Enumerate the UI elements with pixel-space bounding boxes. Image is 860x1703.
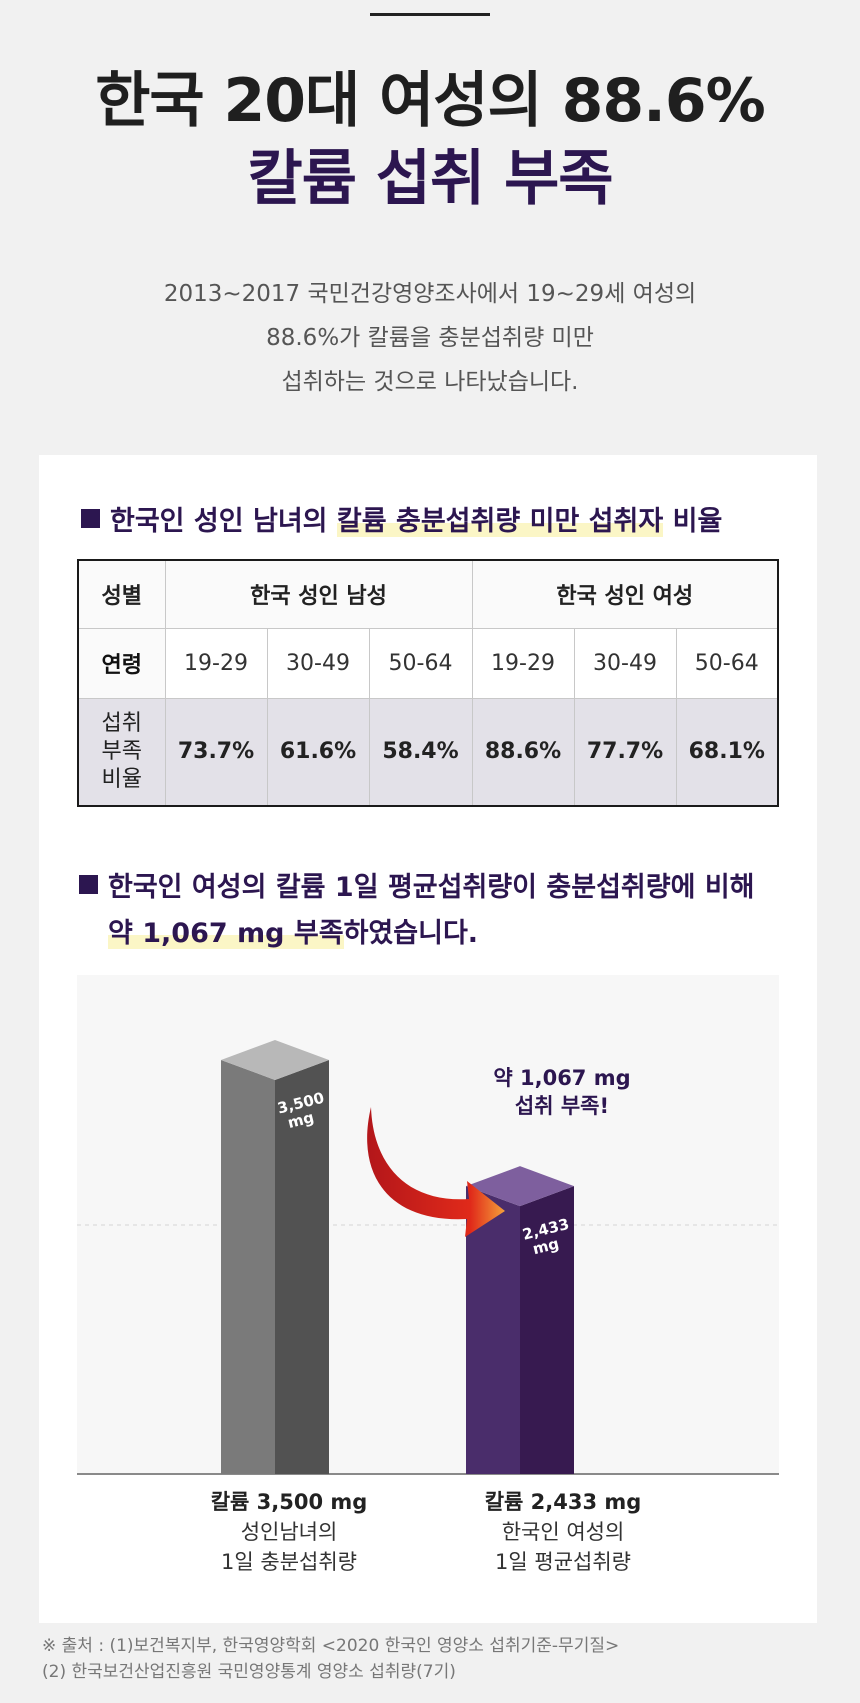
hero-title-line2: 칼륨 섭취 부족 [247,144,614,214]
age-cell: 30-49 [573,627,677,699]
top-divider [370,13,490,16]
section1-heading-pre: 한국인 성인 남녀의 [110,506,337,537]
bar-1-top-face [221,1039,329,1080]
bar-1-front-face [221,1059,275,1474]
source-line2: (2) 한국보건산업진흥원 국민영양통계 영양소 섭취량(7기) [42,1662,456,1682]
annotation-line1: 약 1,067 mg [493,1066,630,1090]
header-sex: 성별 [77,559,166,629]
section1-heading-highlight: 칼륨 충분섭취량 미만 섭취자 [336,506,664,537]
rate-cell: 61.6% [266,697,370,807]
age-cell: 30-49 [266,627,370,699]
rate-cell: 88.6% [471,697,575,807]
age-cell: 50-64 [675,627,779,699]
hero-title: 한국 20대 여성의 88.6% 칼륨 섭취 부족 [0,62,860,218]
section2-heading: 한국인 여성의 칼륨 1일 평균섭취량이 충분섭취량에 비해 약 1,067 m… [79,865,755,957]
x-label-1-line2: 1일 충분섭취량 [221,1550,357,1574]
intake-deficiency-table: 성별 한국 성인 남성 한국 성인 여성 연령 19-29 30-49 50-6… [77,559,780,807]
header-female-group: 한국 성인 여성 [471,559,779,629]
bar-1-side-face [275,1059,329,1474]
age-cell: 50-64 [368,627,473,699]
row-header-rate: 섭취 부족 비율 [77,697,166,807]
hero-desc-line2: 88.6%가 칼륨을 충분섭취량 미만 [266,325,594,351]
table-age-row: 연령 19-29 30-49 50-64 19-29 30-49 50-64 [77,627,779,699]
row-header-age: 연령 [77,627,166,699]
bar-2-unit-label: mg [531,1234,561,1258]
potassium-bar-chart: 3,500 mg 2,433 mg 약 1,067 mg 섭취 부족! [77,975,779,1475]
x-label-1-value: 칼륨 3,500 mg [210,1490,368,1514]
rate-cell: 58.4% [368,697,473,807]
row-header-rate-line3: 비율 [101,766,142,792]
table-header-row: 성별 한국 성인 남성 한국 성인 여성 [77,559,779,629]
section1-heading-post: 비율 [663,506,723,537]
square-bullet-icon [79,875,98,894]
x-label-1-line1: 성인남녀의 [240,1520,338,1544]
rate-cell: 68.1% [675,697,779,807]
section1-heading: 한국인 성인 남녀의 칼륨 충분섭취량 미만 섭취자 비율 [81,499,722,538]
row-header-rate-line2: 부족 [101,738,142,764]
x-label-2-value: 칼륨 2,433 mg [484,1490,642,1514]
x-label-2: 칼륨 2,433 mg 한국인 여성의 1일 평균섭취량 [433,1487,693,1577]
age-cell: 19-29 [471,627,575,699]
rate-cell: 73.7% [164,697,268,807]
down-arrow-icon [367,1107,505,1237]
table-rate-row: 섭취 부족 비율 73.7% 61.6% 58.4% 88.6% 77.7% 6… [77,697,779,807]
bar-1-unit-label: mg [286,1108,316,1132]
square-bullet-icon [81,509,100,528]
annotation-line2: 섭취 부족! [515,1094,609,1118]
x-label-2-line1: 한국인 여성의 [501,1520,625,1544]
x-label-2-line2: 1일 평균섭취량 [495,1550,631,1574]
hero-description: 2013~2017 국민건강영양조사에서 19~29세 여성의 88.6%가 칼… [0,272,860,404]
bar-2-front-face [466,1186,520,1474]
section2-heading-line1: 한국인 여성의 칼륨 1일 평균섭취량이 충분섭취량에 비해 [108,872,755,903]
hero-title-line1: 한국 20대 여성의 88.6% [95,66,766,136]
hero-desc-line3: 섭취하는 것으로 나타났습니다. [281,369,579,395]
bar-2-top-face [466,1166,574,1207]
age-cell: 19-29 [164,627,268,699]
hero-desc-line1: 2013~2017 국민건강영양조사에서 19~29세 여성의 [163,281,697,307]
rate-cell: 77.7% [573,697,677,807]
section2-heading-highlight: 약 1,067 mg 부족 [108,918,344,949]
source-line1: ※ 출처 : (1)보건복지부, 한국영양학회 <2020 한국인 영양소 섭취… [42,1636,620,1656]
content-panel: 한국인 성인 남녀의 칼륨 충분섭취량 미만 섭취자 비율 성별 한국 성인 남… [39,455,817,1623]
section2-heading-post: 하였습니다. [343,918,479,949]
x-label-1: 칼륨 3,500 mg 성인남녀의 1일 충분섭취량 [159,1487,419,1577]
source-note: ※ 출처 : (1)보건복지부, 한국영양학회 <2020 한국인 영양소 섭취… [42,1633,619,1685]
header-male-group: 한국 성인 남성 [164,559,473,629]
bar-2-side-face [520,1186,574,1474]
row-header-rate-line1: 섭취 [101,710,142,736]
